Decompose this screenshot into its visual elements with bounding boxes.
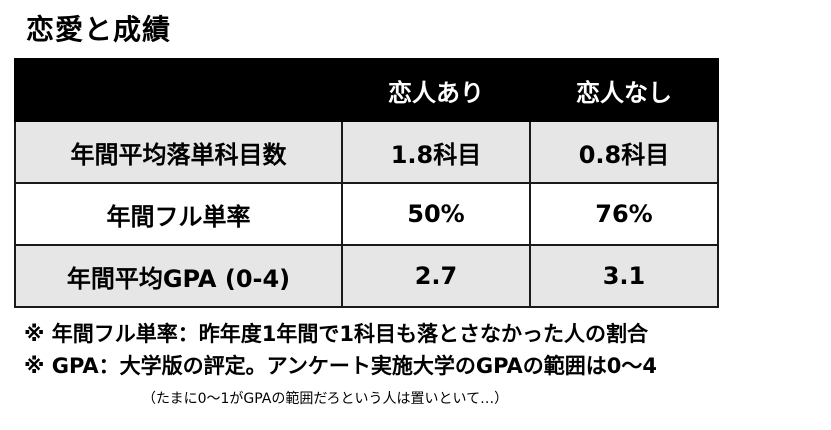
cell-with-partner: 1.8科目 [341,120,531,184]
cell-with-partner: 2.7 [341,244,531,308]
header-with-partner: 恋人あり [341,58,531,122]
cell-without-partner: 76% [529,182,719,246]
table-header-row: 恋人あり 恋人なし [14,58,719,122]
row-label: 年間平均GPA (0-4) [14,244,343,308]
cell-with-partner: 50% [341,182,531,246]
table-row: 年間フル単率 50% 76% [14,182,719,246]
footnote-aside: （たまに0〜1がGPAの範囲だろという人は置いといて…） [142,391,509,407]
row-label: 年間フル単率 [14,182,343,246]
cell-without-partner: 0.8科目 [529,120,719,184]
footnote-gpa: ※ GPA：大学版の評定。アンケート実施大学のGPAの範囲は0〜4 [24,354,658,378]
row-label: 年間平均落単科目数 [14,120,343,184]
table-row: 年間平均落単科目数 1.8科目 0.8科目 [14,120,719,184]
page-title: 恋愛と成績 [26,13,172,46]
cell-without-partner: 3.1 [529,244,719,308]
table-row: 年間平均GPA (0-4) 2.7 3.1 [14,244,719,308]
header-empty-cell [14,58,343,122]
comparison-table: 恋人あり 恋人なし 年間平均落単科目数 1.8科目 0.8科目 年間フル単率 5… [14,58,719,308]
header-without-partner: 恋人なし [529,58,719,122]
footnote-full-credit-rate: ※ 年間フル単率：昨年度1年間で1科目も落とさなかった人の割合 [24,322,648,346]
